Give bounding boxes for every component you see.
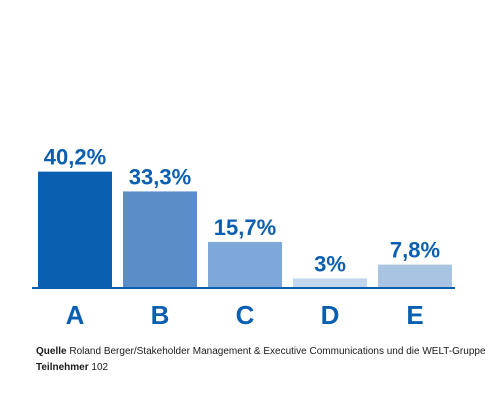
bar-c [208, 241, 282, 287]
participants-value: 102 [91, 362, 109, 373]
value-label-e: 7,8% [390, 238, 440, 263]
labels-group: 40,2% A 33,3% B 15,7% C 3% D 7,8% E [44, 145, 440, 330]
source-label: Quelle [36, 346, 67, 357]
source-text: Roland Berger/Stakeholder Management & E… [69, 346, 486, 357]
category-label-c: C [236, 300, 255, 330]
bar-d [293, 278, 367, 287]
value-label-c: 15,7% [214, 215, 276, 240]
participants-note: Teilnehmer 102 [36, 362, 108, 373]
value-label-b: 33,3% [129, 164, 191, 189]
category-label-d: D [321, 300, 340, 330]
participants-label: Teilnehmer [36, 362, 89, 373]
bar-a [38, 171, 112, 287]
category-label-b: B [151, 300, 170, 330]
bar-e [378, 264, 452, 287]
bars-group [38, 171, 452, 287]
source-note: Quelle Roland Berger/Stakeholder Managem… [36, 346, 486, 357]
value-label-a: 40,2% [44, 145, 106, 170]
category-label-a: A [66, 300, 85, 330]
bar-b [123, 191, 197, 287]
value-label-d: 3% [314, 251, 346, 276]
category-label-e: E [406, 300, 423, 330]
